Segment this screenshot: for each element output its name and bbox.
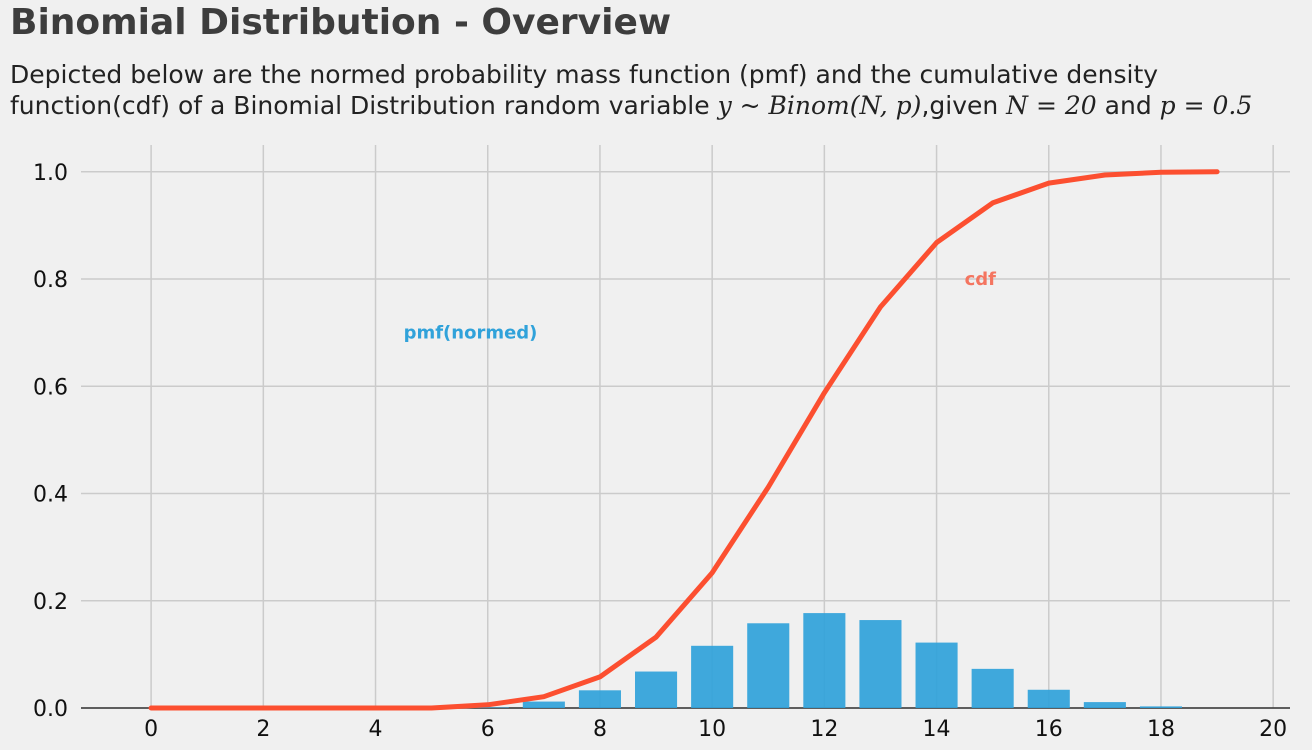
x-tick-label-18: 18	[1147, 717, 1175, 742]
y-tick-label-3: 0.6	[33, 375, 68, 400]
subtitle-text-part-a: function(cdf) of a Binomial Distribution…	[10, 91, 718, 120]
pmf-bar-11	[747, 623, 790, 708]
pmf-bar-18	[1139, 706, 1183, 708]
x-tick-label-12: 12	[810, 717, 838, 742]
y-tick-label-4: 0.8	[33, 268, 68, 293]
grid-lines	[81, 145, 1290, 709]
x-tick-label-14: 14	[923, 717, 951, 742]
pmf-bar-17	[1083, 702, 1126, 708]
chart-subtitle-line-1: Depicted below are the normed probabilit…	[10, 60, 1159, 89]
x-tick-label-20: 20	[1259, 717, 1287, 742]
subtitle-text-part-b: ,given	[921, 91, 1007, 120]
cdf-line-group	[148, 169, 1220, 711]
tick-labels: 0 2 4 6 8 10 12 14 16 18 20 0.0 0.2 0.4 0.6 0.8 1.0	[33, 161, 1287, 742]
subtitle-math-distribution: y ~ Binom(N, p)	[717, 91, 922, 120]
pmf-bar-7	[522, 701, 565, 708]
x-tick-label-2: 2	[256, 717, 270, 742]
subtitle-math-p: p = 0.5	[1159, 91, 1253, 120]
pmf-bar-9	[635, 671, 678, 708]
cdf-line	[148, 169, 1220, 711]
chart-subtitle-line-2: function(cdf) of a Binomial Distribution…	[10, 91, 1252, 120]
pmf-bars	[466, 613, 1183, 708]
cdf-annotation: cdf	[965, 269, 997, 290]
x-tick-label-8: 8	[593, 717, 607, 742]
pmf-bar-13	[859, 620, 902, 708]
pmf-bar-16	[1027, 689, 1070, 708]
pmf-bar-8	[578, 690, 621, 708]
series-annotations: pmf(normed) cdf	[404, 269, 997, 344]
pmf-annotation: pmf(normed)	[404, 323, 538, 344]
subtitle-math-n: N = 20	[1006, 91, 1097, 120]
y-tick-label-1: 0.2	[33, 590, 68, 615]
x-tick-label-6: 6	[481, 717, 495, 742]
pmf-bar-6	[466, 707, 509, 708]
y-tick-label-0: 0.0	[33, 697, 68, 722]
y-tick-label-5: 1.0	[33, 161, 68, 186]
pmf-bar-14	[915, 642, 958, 708]
chart-title: Binomial Distribution - Overview	[10, 2, 672, 43]
pmf-bar-15	[971, 668, 1014, 708]
x-tick-label-0: 0	[144, 717, 158, 742]
pmf-bar-10	[691, 645, 734, 708]
subtitle-text-part-c: and	[1096, 91, 1160, 120]
x-tick-label-16: 16	[1035, 717, 1063, 742]
pmf-bar-12	[803, 613, 846, 708]
x-tick-label-4: 4	[369, 717, 383, 742]
y-tick-label-2: 0.4	[33, 483, 68, 508]
x-tick-label-10: 10	[698, 717, 726, 742]
